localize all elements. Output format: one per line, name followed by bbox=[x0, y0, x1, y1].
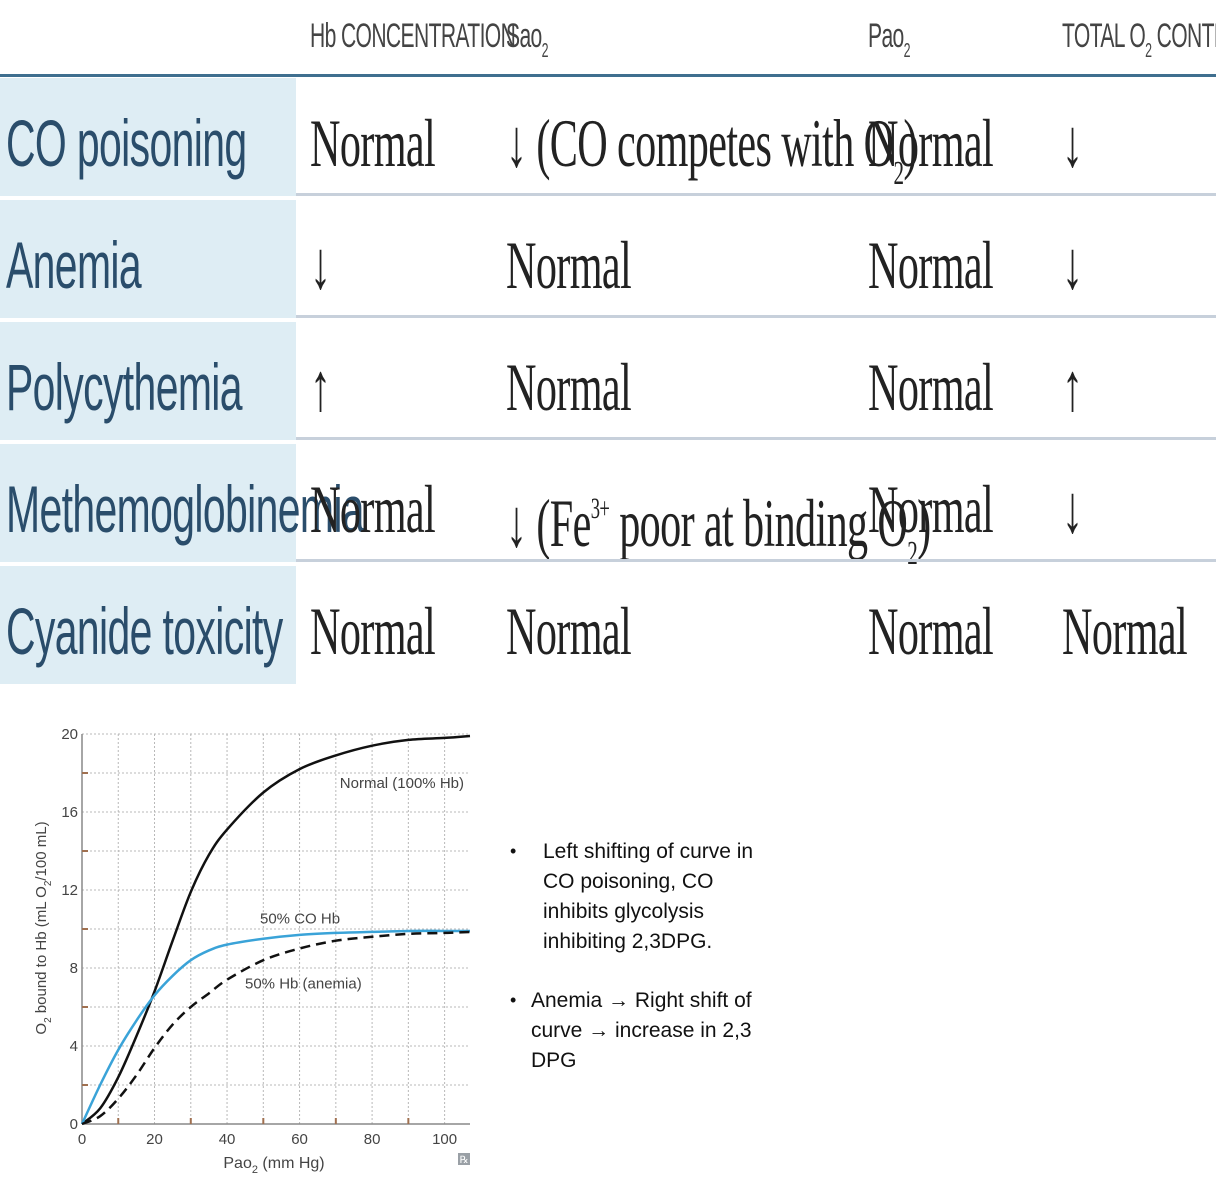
rx-icon: ℞ bbox=[458, 1153, 470, 1166]
x-tick-label: 80 bbox=[364, 1131, 381, 1148]
cell-total-o2: Normal bbox=[1062, 593, 1188, 669]
note-line: Left shifting of curve in bbox=[543, 840, 754, 863]
y-tick-label: 0 bbox=[70, 1116, 78, 1133]
cell-hb: ↓ bbox=[310, 227, 331, 303]
cell-sao2: Normal bbox=[506, 349, 632, 425]
note-line: inhibiting 2,3DPG. bbox=[543, 930, 713, 953]
cell-hb: Normal bbox=[310, 471, 436, 547]
table-row-polycythemia: Polycythemia ↑ Normal Normal ↑ bbox=[0, 322, 1216, 440]
header-hb-concentration: Hb CONCENTRATION bbox=[310, 17, 516, 55]
note-line: DPG bbox=[531, 1049, 577, 1072]
x-axis-label: Pao2 (mm Hg) bbox=[223, 1155, 324, 1176]
cell-pao2: Normal bbox=[868, 227, 994, 303]
anemia-curve-label: 50% Hb (anemia) bbox=[245, 976, 362, 993]
cell-pao2: Normal bbox=[868, 105, 994, 181]
row-divider bbox=[296, 193, 1216, 196]
note-line: Anemia → Right shift of bbox=[531, 989, 752, 1012]
header-total-o2-content: TOTAL O2 CONTENT bbox=[1062, 17, 1216, 62]
normal-curve-label: Normal (100% Hb) bbox=[340, 775, 464, 792]
x-tick-label: 0 bbox=[78, 1131, 86, 1148]
table-row-methemoglobinemia: Methemoglobinemia Normal ↓ (Fe3+ poor at… bbox=[0, 444, 1216, 572]
row-label-background bbox=[0, 444, 296, 562]
cell-pao2: Normal bbox=[868, 593, 994, 669]
note-line: curve → increase in 2,3 bbox=[531, 1019, 752, 1042]
cell-hb: ↑ bbox=[310, 349, 331, 425]
cell-total-o2: ↓ bbox=[1062, 227, 1083, 303]
note-line: inhibits glycolysis bbox=[543, 900, 705, 923]
row-divider bbox=[296, 437, 1216, 440]
y-tick-label: 16 bbox=[61, 804, 78, 821]
row-label-background bbox=[0, 200, 296, 318]
bullet-icon: • bbox=[510, 990, 517, 1010]
y-tick-label: 8 bbox=[70, 960, 78, 977]
chart-labels: Normal (100% Hb) 50% CO Hb 50% Hb (anemia) bbox=[245, 775, 464, 993]
x-tick-label: 60 bbox=[291, 1131, 308, 1148]
row-label: Anemia bbox=[6, 228, 142, 302]
oxygen-content-table: Hb CONCENTRATION Sao2 Pao2 TOTAL O2 CONT… bbox=[0, 0, 1216, 684]
cell-pao2: Normal bbox=[868, 471, 994, 547]
cell-pao2: Normal bbox=[868, 349, 994, 425]
row-label: CO poisoning bbox=[6, 106, 247, 180]
row-label-background bbox=[0, 322, 296, 440]
cell-sao2: Normal bbox=[506, 593, 632, 669]
header-divider bbox=[0, 74, 1216, 77]
table-row-co-poisoning: CO poisoning Normal ↓ (CO competes with … bbox=[0, 78, 1216, 196]
note-line: CO poisoning, CO bbox=[543, 870, 714, 893]
row-divider bbox=[296, 315, 1216, 318]
normal-hb-curve bbox=[81, 734, 471, 1125]
cell-hb: Normal bbox=[310, 593, 436, 669]
x-tick-label: 100 bbox=[432, 1131, 457, 1148]
chart-series bbox=[80, 734, 471, 1126]
cell-total-o2: ↓ bbox=[1062, 471, 1083, 547]
header-sao2: Sao2 bbox=[506, 17, 549, 62]
chart-grid bbox=[82, 733, 470, 1124]
y-tick-label: 20 bbox=[61, 726, 78, 743]
rx-icon-box bbox=[458, 1153, 470, 1165]
cell-sao2: ↓ (Fe3+ poor at binding O2) bbox=[506, 485, 931, 572]
table-row-anemia: Anemia ↓ Normal Normal ↓ bbox=[0, 200, 1216, 318]
row-label-background bbox=[0, 566, 296, 684]
row-label-background bbox=[0, 78, 296, 196]
co-hb-curve bbox=[80, 929, 470, 1125]
bullet-icon: • bbox=[510, 841, 517, 861]
y-tick-label: 4 bbox=[70, 1038, 78, 1055]
cell-sao2: ↓ (CO competes with O2) bbox=[506, 105, 917, 192]
co-hb-curve-label: 50% CO Hb bbox=[260, 910, 340, 927]
chart-ticks: 0 20 40 60 80 100 0 4 8 12 16 20 bbox=[61, 726, 457, 1148]
cell-sao2: Normal bbox=[506, 227, 632, 303]
note-anemia: Anemia → Right shift of curve → increase… bbox=[531, 986, 752, 1076]
anemia-curve bbox=[81, 930, 471, 1126]
row-label: Methemoglobinemia bbox=[6, 472, 365, 546]
header-pao2: Pao2 bbox=[868, 17, 911, 62]
oxygen-dissociation-chart: 0 20 40 60 80 100 0 4 8 12 16 20 Normal (100% Hb) 50… bbox=[33, 726, 471, 1176]
row-label: Cyanide toxicity bbox=[6, 594, 283, 668]
x-tick-label: 40 bbox=[219, 1131, 236, 1148]
table-row-cyanide-toxicity: Cyanide toxicity Normal Normal Normal No… bbox=[0, 566, 1216, 684]
y-axis-label: O2 bound to Hb (mL O2/100 mL) bbox=[33, 821, 54, 1034]
cell-hb: Normal bbox=[310, 105, 436, 181]
row-divider bbox=[296, 559, 1216, 562]
x-tick-label: 20 bbox=[146, 1131, 163, 1148]
cell-total-o2: ↑ bbox=[1062, 349, 1083, 425]
y-tick-label: 12 bbox=[61, 882, 78, 899]
note-co-poisoning: Left shifting of curve in CO poisoning, … bbox=[543, 837, 753, 957]
table-header-row: Hb CONCENTRATION Sao2 Pao2 TOTAL O2 CONT… bbox=[0, 0, 1216, 74]
cell-total-o2: ↓ bbox=[1062, 105, 1083, 181]
row-label: Polycythemia bbox=[6, 350, 243, 424]
rx-icon-glyph: ℞ bbox=[460, 1155, 469, 1166]
